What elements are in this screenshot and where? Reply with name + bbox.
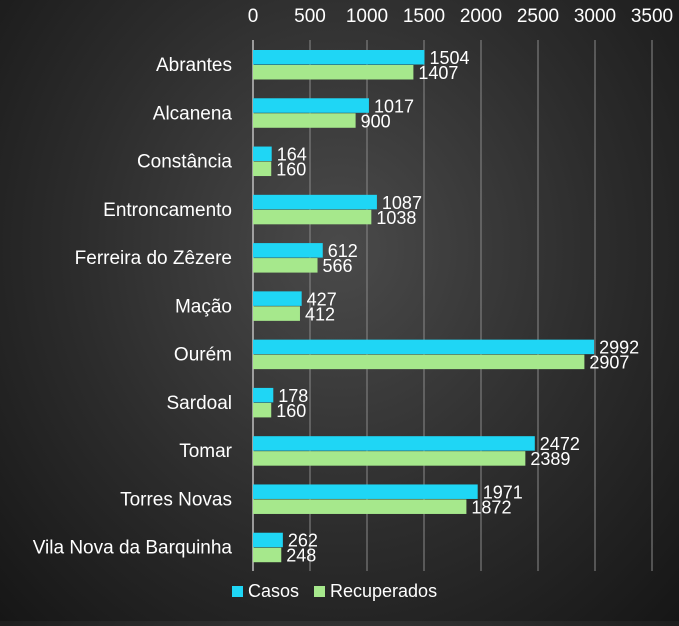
bar-casos-abrantes — [253, 50, 425, 65]
bar-recuperados-abrantes — [253, 65, 414, 80]
category-label-ourem: Ourém — [174, 345, 232, 366]
data-label-casos-tomar: 2472 — [540, 434, 580, 454]
legend-label-recuperados: Recuperados — [330, 581, 437, 601]
x-tick-label-2500: 2500 — [517, 6, 559, 27]
data-label-casos-macao: 427 — [307, 289, 337, 309]
category-labels: Abrantes Alcanena Constância Entroncamento F… — [33, 55, 233, 559]
bars: 1504140710179001641601087103861256642741… — [253, 48, 639, 566]
data-label-recuperados-constancia: 160 — [276, 160, 306, 180]
bar-casos-macao — [253, 291, 302, 306]
category-label-alcanena: Alcanena — [153, 103, 233, 124]
bar-recuperados-sardoal — [253, 402, 272, 418]
category-label-constancia: Constância — [137, 152, 232, 173]
bar-casos-torres-novas — [253, 484, 478, 499]
category-label-entroncamento: Entroncamento — [103, 200, 232, 221]
data-label-recuperados-entroncamento: 1038 — [376, 208, 416, 228]
data-label-casos-constancia: 164 — [277, 145, 307, 165]
data-label-recuperados-ferreira-do-zezere: 566 — [323, 256, 353, 276]
legend: Casos Recuperados — [232, 581, 437, 601]
data-label-recuperados-macao: 412 — [305, 304, 335, 324]
bar-casos-entroncamento — [253, 194, 377, 210]
legend-label-casos: Casos — [248, 581, 299, 601]
data-label-casos-vila-nova-da-barquinha: 262 — [288, 531, 318, 551]
category-label-vila-nova-da-barquinha: Vila Nova da Barquinha — [33, 538, 233, 559]
x-axis-ticks: 0 500 1000 1500 2000 2500 3000 3500 — [248, 6, 673, 27]
legend-swatch-recuperados — [314, 586, 325, 597]
bar-recuperados-torres-novas — [253, 499, 467, 514]
gridlines — [252, 40, 653, 571]
data-label-casos-ourem: 2992 — [599, 338, 639, 358]
category-label-sardoal: Sardoal — [167, 393, 233, 414]
x-tick-label-0: 0 — [248, 6, 259, 27]
category-label-tomar: Tomar — [179, 441, 232, 462]
x-tick-label-500: 500 — [294, 6, 326, 27]
data-label-casos-abrantes: 1504 — [429, 48, 469, 68]
bar-recuperados-entroncamento — [253, 209, 372, 225]
x-tick-label-1500: 1500 — [403, 6, 445, 27]
data-label-recuperados-vila-nova-da-barquinha: 248 — [286, 546, 316, 566]
category-label-torres-novas: Torres Novas — [120, 489, 232, 510]
data-label-recuperados-alcanena: 900 — [361, 111, 391, 131]
bar-recuperados-vila-nova-da-barquinha — [253, 547, 282, 563]
bar-casos-ourem — [253, 339, 595, 355]
category-label-ferreira-do-zezere: Ferreira do Zêzere — [75, 248, 232, 269]
data-label-casos-entroncamento: 1087 — [382, 193, 422, 213]
x-tick-label-3000: 3000 — [574, 6, 616, 27]
bar-casos-alcanena — [253, 98, 369, 113]
legend-swatch-casos — [232, 586, 243, 597]
bar-casos-sardoal — [253, 387, 274, 403]
x-tick-label-2000: 2000 — [460, 6, 502, 27]
data-label-casos-ferreira-do-zezere: 612 — [328, 241, 358, 261]
data-label-recuperados-torres-novas: 1872 — [471, 497, 511, 517]
data-label-recuperados-abrantes: 1407 — [418, 63, 458, 83]
data-label-recuperados-ourem: 2907 — [589, 353, 629, 373]
data-label-casos-sardoal: 178 — [278, 386, 308, 406]
data-label-recuperados-tomar: 2389 — [530, 449, 570, 469]
data-label-casos-torres-novas: 1971 — [483, 482, 523, 502]
category-label-abrantes: Abrantes — [156, 55, 232, 76]
bar-casos-ferreira-do-zezere — [253, 243, 323, 258]
bar-casos-constancia — [253, 146, 272, 162]
bar-recuperados-alcanena — [253, 113, 356, 128]
category-label-macao: Mação — [175, 296, 232, 317]
data-label-casos-alcanena: 1017 — [374, 96, 414, 116]
data-label-recuperados-sardoal: 160 — [276, 401, 306, 421]
bar-recuperados-macao — [253, 306, 300, 321]
bar-recuperados-tomar — [253, 451, 526, 466]
x-tick-label-1000: 1000 — [346, 6, 388, 27]
x-tick-label-3500: 3500 — [631, 6, 673, 27]
bar-recuperados-ferreira-do-zezere — [253, 258, 318, 273]
bar-casos-tomar — [253, 436, 535, 451]
bar-recuperados-ourem — [253, 354, 585, 370]
bar-recuperados-constancia — [253, 161, 272, 177]
bar-casos-vila-nova-da-barquinha — [253, 532, 283, 548]
